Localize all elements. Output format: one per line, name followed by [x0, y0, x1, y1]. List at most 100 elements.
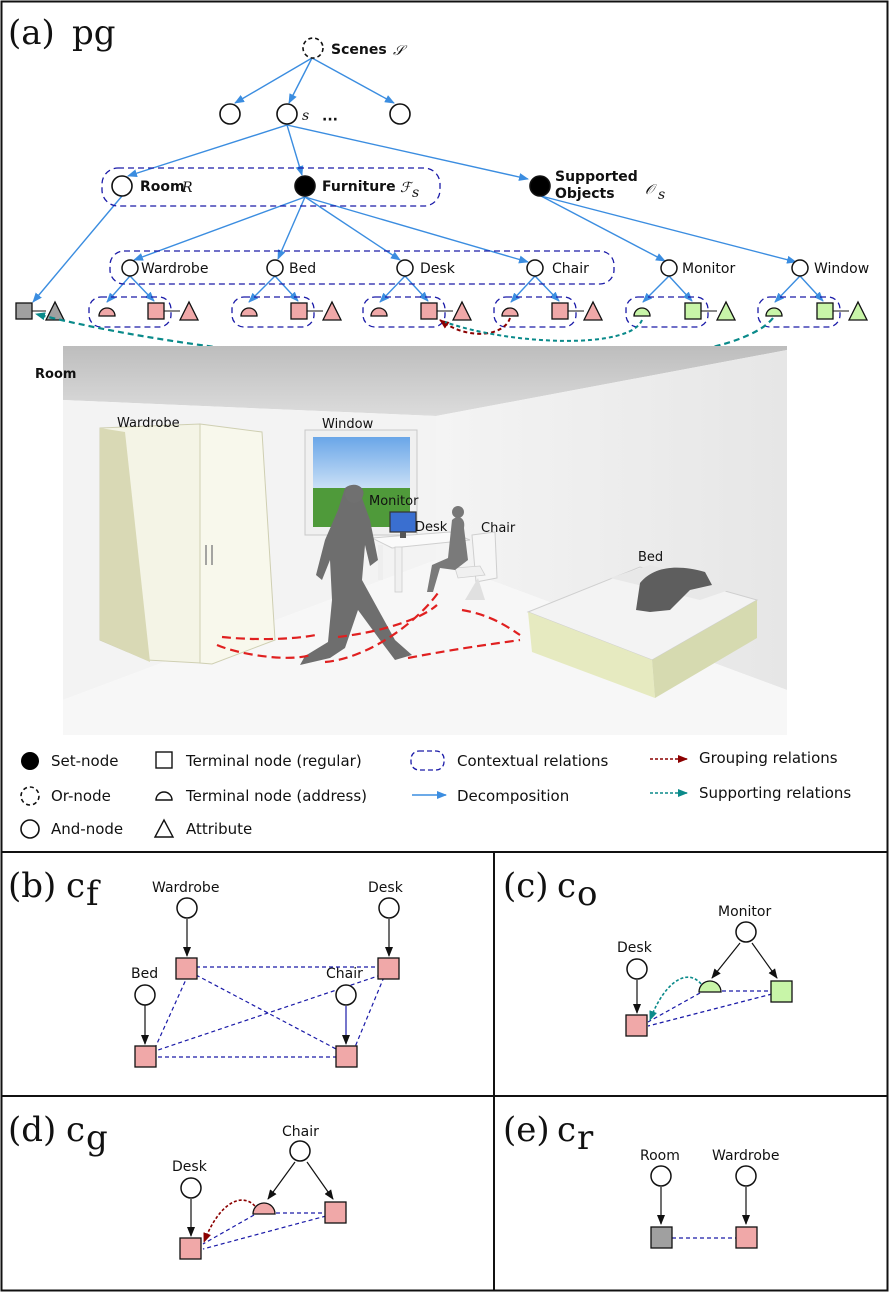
scenes-math: 𝒮 — [393, 43, 408, 59]
b-wardrobe-label: Wardrobe — [152, 880, 219, 896]
c-monitor-label: Monitor — [718, 904, 771, 920]
desk-label: Desk — [420, 261, 456, 277]
supporting-relation-window-room — [35, 312, 774, 367]
monitor-and-node — [660, 259, 678, 277]
window-address-terminal — [765, 307, 783, 317]
panel-d-tag: (d) — [8, 1110, 56, 1150]
wardrobe-address-terminal — [98, 307, 116, 317]
monitor-address-terminal — [633, 307, 651, 317]
room-and-node — [111, 175, 133, 197]
furniture-sub: s — [412, 185, 419, 201]
desk-terminal-square — [420, 302, 438, 320]
c-desk-label: Desk — [617, 940, 653, 956]
scene-bed-front — [528, 612, 655, 698]
bed-address-terminal — [240, 307, 258, 317]
panel-e-tag: (e) — [503, 1110, 550, 1150]
c-monitor-terminal — [770, 980, 793, 1003]
e-wardrobe-node — [735, 1165, 757, 1187]
panel-a-tag: (a) — [8, 13, 55, 53]
scene-person-sitting — [427, 517, 468, 592]
legend-and-node: And-node — [51, 820, 123, 838]
scene-and-node-right — [389, 103, 411, 125]
legend-set-node-icon — [21, 752, 39, 770]
wardrobe-terminal-square — [147, 302, 165, 320]
d-decomposition-edges — [187, 1161, 334, 1237]
floor — [63, 560, 787, 735]
panel-d: (d) c g Chair Desk — [8, 1110, 347, 1260]
furniture-math: ℱ — [400, 180, 414, 196]
c-desk-terminal — [625, 1014, 648, 1037]
d-chair-label: Chair — [282, 1124, 319, 1140]
wardrobe-label: Wardrobe — [141, 261, 208, 277]
legend-attribute: Attribute — [186, 820, 252, 838]
b-decomposition-edges — [141, 919, 393, 1045]
b-contextual-edges — [154, 966, 385, 1058]
b-chair-node — [335, 984, 357, 1006]
b-wardrobe-terminal — [175, 957, 198, 980]
monitor-attribute-triangle — [715, 300, 737, 321]
monitor-label: Monitor — [682, 261, 735, 277]
legend-terminal-address-icon — [155, 791, 173, 801]
legend-or-node-icon — [20, 786, 40, 806]
furniture-label: Furniture — [322, 179, 396, 195]
legend-contextual-icon — [410, 750, 445, 771]
panel-e-math: c — [557, 1110, 576, 1150]
room-label: Room — [140, 179, 185, 195]
c-desk-node — [626, 958, 648, 980]
scene-monitor — [389, 511, 417, 533]
scene-label-monitor: Monitor — [369, 494, 419, 509]
room-attribute-triangle — [44, 300, 66, 321]
chair-attribute-triangle — [582, 300, 604, 321]
b-desk-label: Desk — [368, 880, 404, 896]
contextual-boxes — [88, 167, 841, 328]
supported-label-1: Supported — [555, 169, 638, 185]
scene-label-window: Window — [322, 417, 374, 432]
supported-sub: s — [658, 187, 665, 203]
c-monitor-address-terminal — [698, 980, 722, 993]
scene-label-chair: Chair — [481, 521, 516, 536]
b-bed-node — [134, 984, 156, 1006]
scene-label-bed: Bed — [638, 550, 663, 565]
scene-label-room: Room — [35, 367, 76, 382]
room-math: R — [181, 180, 193, 196]
panel-c-sub: o — [577, 874, 597, 914]
ceiling — [63, 346, 787, 416]
bed-terminal-square — [290, 302, 308, 320]
panel-c-math: c — [557, 866, 576, 906]
bed-and-node — [266, 259, 284, 277]
wardrobe-and-node — [121, 259, 139, 277]
room-terminal-square — [15, 302, 33, 320]
legend-decomposition: Decomposition — [457, 787, 569, 805]
grouping-relation-chair-desk — [439, 317, 511, 335]
bed-label: Bed — [289, 261, 316, 277]
chair-label: Chair — [552, 261, 589, 277]
decomposition-edges — [32, 57, 824, 303]
supporting-relation-monitor-desk — [444, 319, 643, 342]
scene-person-walking — [300, 484, 412, 665]
chair-terminal-square — [551, 302, 569, 320]
b-chair-label: Chair — [326, 966, 363, 982]
d-chair-terminal — [324, 1201, 347, 1224]
legend-grouping: Grouping relations — [699, 749, 838, 767]
b-bed-label: Bed — [131, 966, 158, 982]
c-monitor-node — [735, 921, 757, 943]
scene-and-node-left — [219, 103, 241, 125]
terminal-row — [15, 300, 869, 321]
scenes-or-node — [302, 37, 324, 59]
window-terminal-square — [816, 302, 834, 320]
furniture-set-node — [294, 175, 316, 197]
b-chair-terminal — [335, 1045, 358, 1068]
e-room-node — [650, 1165, 672, 1187]
legend-terminal-regular-icon — [155, 751, 173, 769]
supported-set-node — [529, 175, 551, 197]
scene-label-wardrobe: Wardrobe — [117, 416, 180, 431]
scenes-label: Scenes — [331, 42, 387, 58]
legend-attribute-icon — [153, 818, 175, 838]
scene-wardrobe-side — [100, 428, 150, 662]
scene-bed-side — [652, 600, 757, 698]
e-wardrobe-terminal — [735, 1226, 758, 1249]
window-and-node — [791, 259, 809, 277]
supported-label-2: Objects — [555, 186, 615, 202]
panel-d-math: c — [66, 1110, 85, 1150]
